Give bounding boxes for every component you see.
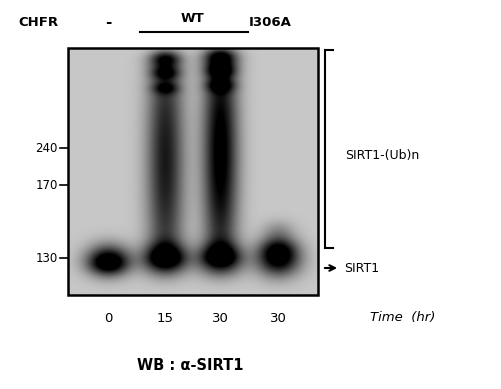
Text: CHFR: CHFR [18, 16, 58, 28]
Text: 30: 30 [211, 312, 228, 324]
Text: -: - [105, 14, 111, 30]
Text: Time  (hr): Time (hr) [370, 312, 435, 324]
Text: 30: 30 [270, 312, 287, 324]
Text: WB : α-SIRT1: WB : α-SIRT1 [137, 357, 243, 373]
Text: 130: 130 [36, 252, 58, 265]
FancyBboxPatch shape [68, 48, 318, 295]
Text: I306A: I306A [248, 16, 292, 28]
Text: 0: 0 [104, 312, 112, 324]
Text: 170: 170 [36, 179, 58, 191]
Text: SIRT1: SIRT1 [344, 261, 379, 275]
Text: 15: 15 [156, 312, 173, 324]
Text: SIRT1-(Ub)n: SIRT1-(Ub)n [345, 149, 419, 161]
Text: WT: WT [180, 12, 204, 25]
Text: 240: 240 [36, 142, 58, 154]
